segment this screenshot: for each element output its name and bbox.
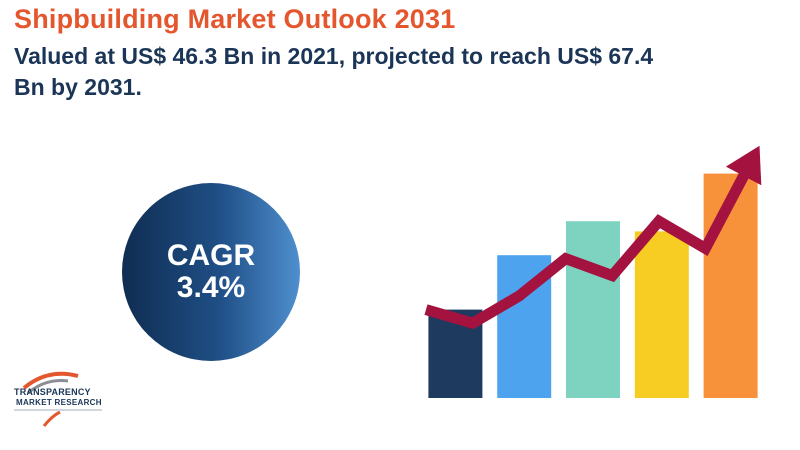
chart-bar bbox=[566, 221, 620, 398]
logo-divider bbox=[14, 409, 102, 411]
logo-text-line1: TRANSPARENCY bbox=[14, 387, 91, 397]
logo-text-line2: MARKET RESEARCH bbox=[16, 398, 102, 407]
chart-bar bbox=[634, 231, 689, 398]
cagr-value: 3.4% bbox=[176, 271, 246, 304]
cagr-label: CAGR bbox=[166, 239, 256, 272]
trend-arrow-line bbox=[424, 157, 757, 330]
page-subtitle: Valued at US$ 46.3 Bn in 2021, projected… bbox=[14, 43, 654, 100]
trend-arrow-head-icon bbox=[725, 145, 762, 186]
logo-swoosh-icon bbox=[22, 371, 79, 427]
page-title: Shipbuilding Market Outlook 2031 bbox=[14, 4, 456, 34]
cagr-badge: CAGR 3.4% bbox=[122, 183, 300, 361]
company-logo: TRANSPARENCY MARKET RESEARCH bbox=[14, 366, 104, 430]
